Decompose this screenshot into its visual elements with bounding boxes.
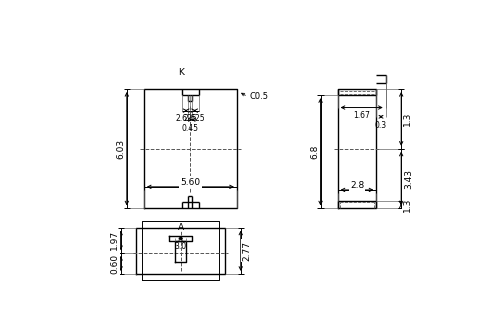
Text: C0.5: C0.5 bbox=[250, 92, 268, 101]
Text: 3.43: 3.43 bbox=[404, 169, 413, 188]
Text: K: K bbox=[178, 68, 184, 77]
Text: 3.0: 3.0 bbox=[174, 242, 187, 251]
Text: 0.45: 0.45 bbox=[182, 124, 199, 133]
Text: 1.3: 1.3 bbox=[403, 197, 412, 212]
Text: 1.97: 1.97 bbox=[110, 230, 119, 251]
Text: 0.60: 0.60 bbox=[110, 254, 119, 274]
Text: 2.625: 2.625 bbox=[184, 114, 206, 124]
Text: 1.67: 1.67 bbox=[353, 111, 370, 120]
Text: 0.3: 0.3 bbox=[375, 121, 387, 130]
Text: A: A bbox=[178, 223, 184, 232]
Text: 2.8: 2.8 bbox=[350, 181, 364, 190]
Text: 5.60: 5.60 bbox=[180, 178, 201, 187]
Text: 2.77: 2.77 bbox=[242, 241, 252, 261]
Text: 6.8: 6.8 bbox=[310, 145, 319, 159]
Text: 1.3: 1.3 bbox=[403, 112, 412, 126]
Text: 6.03: 6.03 bbox=[116, 139, 125, 159]
Text: 2.625: 2.625 bbox=[176, 114, 197, 124]
